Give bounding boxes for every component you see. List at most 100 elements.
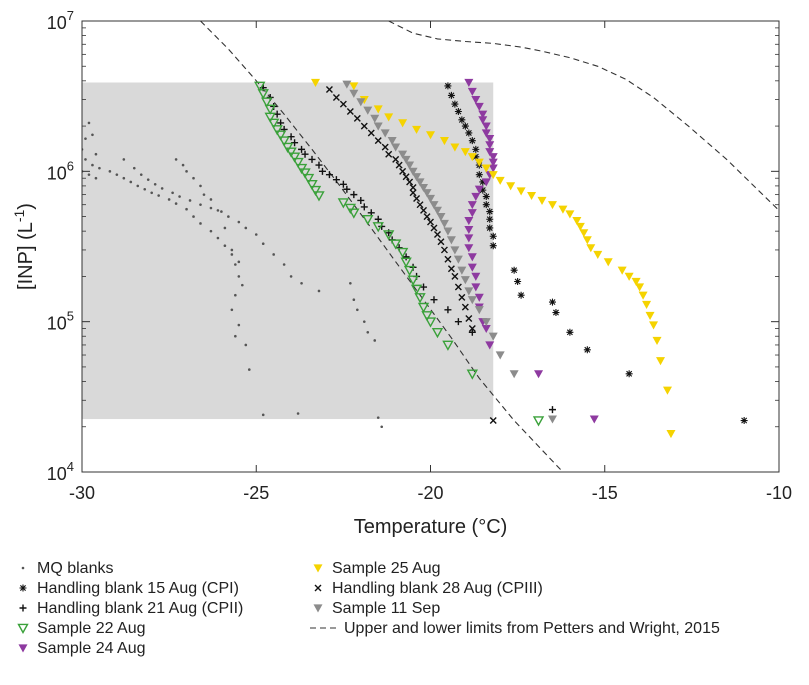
data-point-s3-12-shape	[292, 157, 304, 169]
data-point-s5-34-shape	[638, 291, 648, 300]
legend-marker-0-0-shape	[21, 566, 25, 570]
data-point-s6-14-shape	[406, 178, 414, 186]
data-point-s3-3	[264, 104, 276, 115]
data-point-s0-39	[122, 158, 126, 161]
data-point-s2-18-shape	[357, 196, 365, 204]
data-point-s2-26	[402, 253, 410, 261]
data-point-s6-30-shape	[458, 293, 466, 301]
data-point-s6-0	[325, 86, 333, 94]
data-point-s5-2-shape	[359, 96, 369, 105]
data-point-s2-31-shape	[444, 306, 452, 314]
data-point-s6-19-shape	[420, 206, 428, 214]
data-point-s7-19	[432, 206, 442, 215]
legend-label-1-3: Upper and lower limits from Petters and …	[344, 620, 720, 637]
data-point-s6-34	[489, 417, 497, 425]
data-point-s6-25	[440, 246, 448, 254]
data-point-s2-33	[468, 328, 476, 336]
data-point-s3-24	[382, 230, 395, 241]
data-point-s0-6-shape	[91, 163, 94, 167]
data-point-s1-15-shape	[482, 201, 490, 209]
data-point-s0-30-shape	[241, 283, 244, 287]
legend-label-1-0: Sample 25 Aug	[332, 560, 441, 577]
data-point-s7-30	[474, 306, 484, 315]
data-point-s0-18-shape	[157, 194, 160, 197]
data-point-s1-18-shape	[486, 224, 494, 232]
y-tick-label-2: 106	[47, 158, 74, 183]
data-point-s6-15-shape	[409, 184, 417, 192]
data-point-s3-36-shape	[442, 340, 454, 351]
data-point-s5-40	[662, 386, 672, 395]
data-point-s1-19	[489, 232, 497, 240]
data-point-s0-72-shape	[349, 281, 352, 285]
data-point-s0-58	[289, 275, 293, 278]
data-point-s5-41	[666, 430, 676, 439]
data-point-s0-60	[317, 289, 321, 293]
data-point-s3-14	[299, 168, 311, 179]
x-tick-label-1: -25	[243, 483, 269, 503]
data-point-s0-76-shape	[366, 330, 370, 334]
data-point-s7-9-shape	[398, 150, 408, 159]
data-point-s0-43-shape	[153, 182, 157, 186]
data-point-s5-1	[349, 82, 359, 91]
data-point-s3-12	[292, 157, 304, 169]
data-point-s4-9	[485, 141, 495, 150]
data-point-s0-70	[230, 248, 234, 252]
data-point-s0-34	[234, 334, 237, 338]
data-point-s2-21-shape	[374, 215, 382, 223]
data-point-s1-25	[552, 309, 560, 317]
data-point-s5-7	[426, 131, 435, 140]
legend-marker-0-0	[21, 566, 25, 570]
data-point-s0-17	[150, 191, 153, 195]
data-point-s0-13-shape	[122, 176, 126, 180]
data-point-s2-34	[548, 406, 556, 414]
data-point-s0-12	[115, 173, 119, 176]
data-point-s5-19	[537, 196, 547, 205]
data-point-s0-68-shape	[216, 209, 220, 212]
data-point-s0-8-shape	[87, 173, 91, 176]
data-point-s0-29	[237, 275, 241, 278]
data-point-s0-22-shape	[192, 215, 195, 218]
data-point-s7-26	[457, 266, 467, 275]
data-point-s2-34-shape	[548, 406, 556, 414]
data-point-s1-3-shape	[454, 108, 462, 116]
data-point-s0-32	[230, 308, 234, 312]
data-point-s6-11-shape	[395, 161, 403, 169]
data-point-s0-27-shape	[230, 253, 234, 256]
data-point-s5-15-shape	[495, 176, 505, 185]
data-point-s4-34	[589, 415, 599, 424]
data-point-s0-64-shape	[192, 176, 195, 180]
data-point-s5-26-shape	[582, 236, 592, 245]
data-point-s3-24-shape	[382, 230, 395, 241]
data-point-s0-67-shape	[209, 198, 213, 201]
data-point-s4-34-shape	[589, 415, 599, 424]
data-point-s6-8	[381, 143, 389, 151]
data-point-s7-8-shape	[391, 143, 401, 152]
data-point-s2-13	[325, 171, 333, 179]
data-point-s1-19-shape	[489, 232, 497, 240]
data-point-s7-34	[509, 370, 519, 379]
data-point-s0-51-shape	[227, 215, 230, 218]
data-point-s0-47-shape	[188, 199, 192, 202]
data-point-s7-20	[436, 212, 446, 222]
data-point-s2-7	[291, 139, 299, 147]
data-point-s5-7-shape	[426, 131, 435, 140]
data-point-s6-2	[339, 100, 347, 108]
data-point-s1-7-shape	[468, 137, 476, 145]
data-point-s2-29	[420, 283, 428, 291]
data-point-s7-2	[356, 98, 366, 107]
legend-item-0-4: Sample 24 Aug	[18, 640, 146, 657]
data-point-s3-20	[344, 203, 357, 214]
data-point-s4-24	[467, 253, 477, 262]
data-point-s6-9-shape	[385, 150, 393, 158]
data-point-s7-18-shape	[429, 201, 439, 210]
y-tick-label-0: 104	[47, 459, 74, 484]
data-point-s5-5	[398, 119, 408, 128]
legend-marker-1-1-shape	[314, 584, 322, 592]
data-point-s2-17	[350, 191, 358, 199]
data-point-s5-22	[565, 210, 575, 219]
data-point-s5-9	[450, 143, 460, 152]
data-point-s7-7	[387, 137, 397, 146]
data-point-s0-52	[237, 220, 241, 224]
data-point-s5-12-shape	[474, 158, 484, 167]
